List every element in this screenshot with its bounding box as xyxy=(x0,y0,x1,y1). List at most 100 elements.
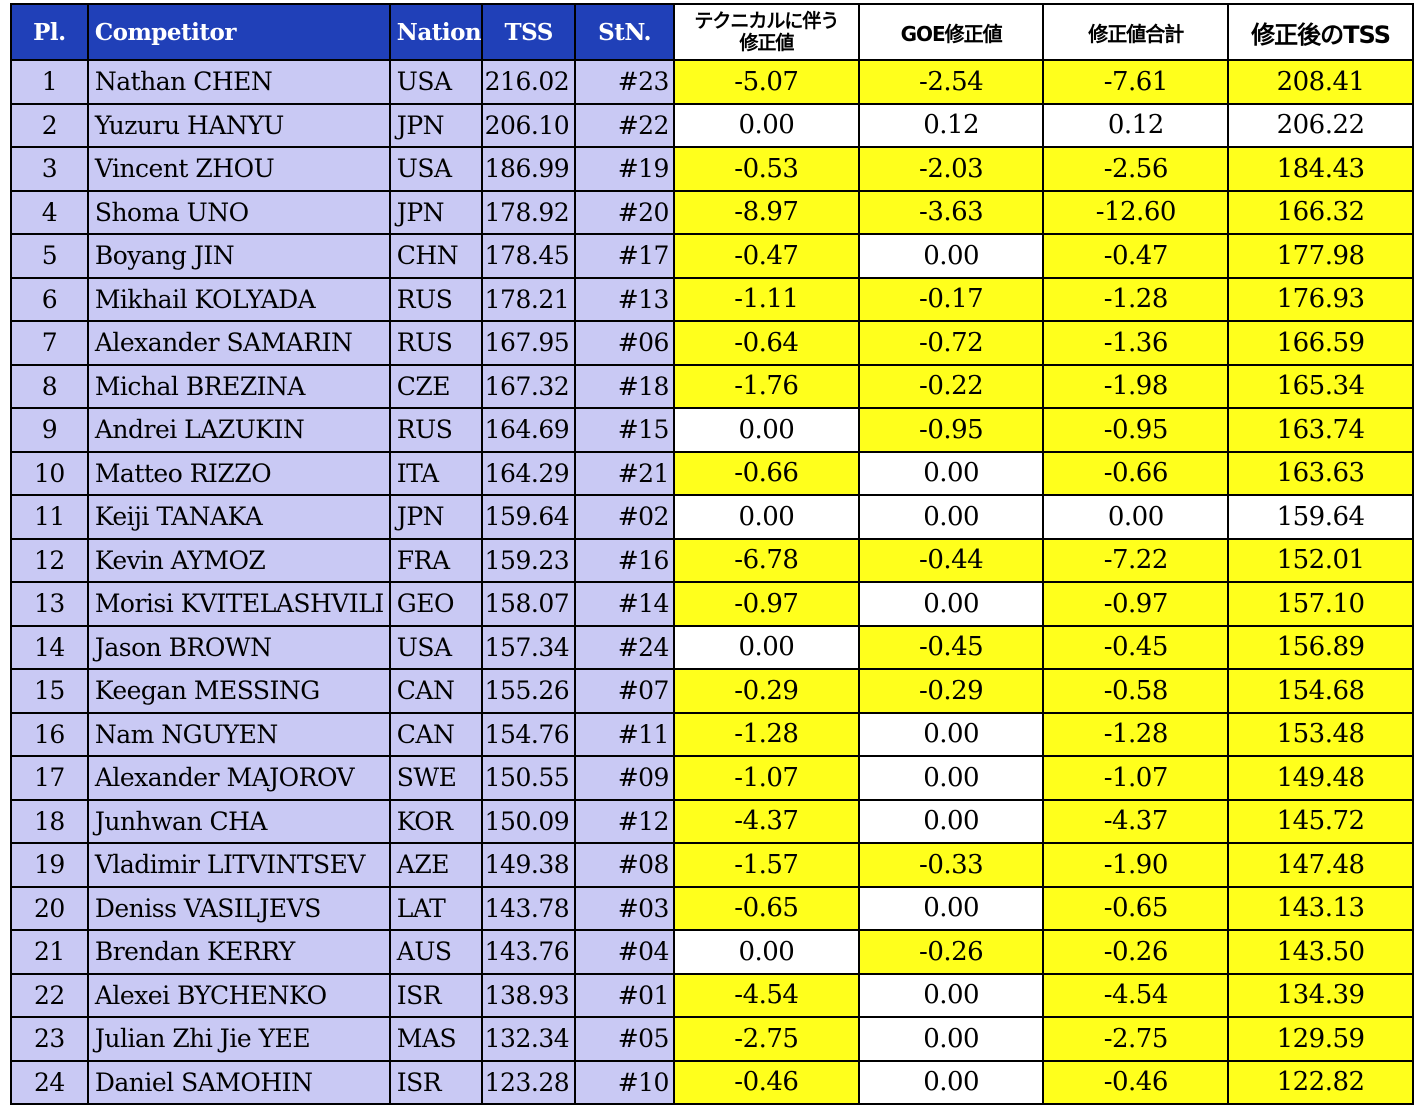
cell-nation: LAT xyxy=(388,885,484,931)
cell-tss: 143.76 xyxy=(481,929,577,975)
cell-goe-adjustment: 0.00 xyxy=(857,798,1045,844)
cell-placement: 6 xyxy=(10,276,89,322)
table-row: 15 Keegan MESSING CAN 155.26 #07 -0.29 -0.29 -0… xyxy=(10,668,1414,714)
cell-total-adjustment: 0.12 xyxy=(1042,102,1230,148)
cell-start-number: #15 xyxy=(574,407,675,453)
cell-nation: CAN xyxy=(388,711,484,757)
cell-technical-adjustment: -5.07 xyxy=(672,59,860,105)
cell-start-number: #19 xyxy=(574,146,675,192)
table-row: 19 Vladimir LITVINTSEV AZE 149.38 #08 -1.57 -0… xyxy=(10,842,1414,888)
cell-placement: 21 xyxy=(10,929,89,975)
cell-start-number: #17 xyxy=(574,233,675,279)
cell-start-number: #22 xyxy=(574,102,675,148)
cell-tss: 178.21 xyxy=(481,276,577,322)
header-technical-adjustment-line2: 修正値 xyxy=(739,32,794,54)
cell-tss: 167.32 xyxy=(481,363,577,409)
cell-tss: 149.38 xyxy=(481,842,577,888)
cell-tss: 123.28 xyxy=(481,1059,577,1105)
cell-start-number: #14 xyxy=(574,581,675,627)
cell-placement: 19 xyxy=(10,842,89,888)
cell-goe-adjustment: -0.17 xyxy=(857,276,1045,322)
cell-technical-adjustment: -1.07 xyxy=(672,755,860,801)
cell-tss: 159.23 xyxy=(481,537,577,583)
cell-adjusted-tss: 145.72 xyxy=(1227,798,1414,844)
cell-nation: ISR xyxy=(388,972,484,1018)
cell-adjusted-tss: 166.32 xyxy=(1227,189,1414,235)
cell-placement: 14 xyxy=(10,624,89,670)
cell-nation: ISR xyxy=(388,1059,484,1105)
cell-tss: 216.02 xyxy=(481,59,577,105)
cell-adjusted-tss: 152.01 xyxy=(1227,537,1414,583)
cell-nation: RUS xyxy=(388,276,484,322)
cell-competitor: Boyang JIN xyxy=(86,233,391,279)
cell-total-adjustment: -12.60 xyxy=(1042,189,1230,235)
cell-placement: 17 xyxy=(10,755,89,801)
cell-total-adjustment: -0.95 xyxy=(1042,407,1230,453)
header-nation: Nation xyxy=(388,3,484,61)
cell-tss: 164.69 xyxy=(481,407,577,453)
cell-tss: 164.29 xyxy=(481,450,577,496)
cell-technical-adjustment: -0.47 xyxy=(672,233,860,279)
cell-nation: SWE xyxy=(388,755,484,801)
table-row: 3 Vincent ZHOU USA 186.99 #19 -0.53 -2.03 -2.56… xyxy=(10,146,1414,192)
cell-placement: 16 xyxy=(10,711,89,757)
table-row: 10 Matteo RIZZO ITA 164.29 #21 -0.66 0.00 -0.66… xyxy=(10,450,1414,496)
cell-total-adjustment: -4.37 xyxy=(1042,798,1230,844)
cell-adjusted-tss: 129.59 xyxy=(1227,1016,1414,1062)
cell-adjusted-tss: 159.64 xyxy=(1227,494,1414,540)
cell-competitor: Andrei LAZUKIN xyxy=(86,407,391,453)
table-row: 13 Morisi KVITELASHVILI GEO 158.07 #14 -0.97 0… xyxy=(10,581,1414,627)
cell-goe-adjustment: -0.29 xyxy=(857,668,1045,714)
cell-start-number: #11 xyxy=(574,711,675,757)
table-row: 11 Keiji TANAKA JPN 159.64 #02 0.00 0.00 0.00 15… xyxy=(10,494,1414,540)
cell-technical-adjustment: 0.00 xyxy=(672,407,860,453)
cell-technical-adjustment: 0.00 xyxy=(672,494,860,540)
cell-placement: 7 xyxy=(10,320,89,366)
cell-competitor: Deniss VASILJEVS xyxy=(86,885,391,931)
cell-technical-adjustment: -0.53 xyxy=(672,146,860,192)
cell-competitor: Jason BROWN xyxy=(86,624,391,670)
cell-placement: 18 xyxy=(10,798,89,844)
cell-start-number: #08 xyxy=(574,842,675,888)
cell-start-number: #01 xyxy=(574,972,675,1018)
cell-nation: RUS xyxy=(388,407,484,453)
cell-total-adjustment: -0.46 xyxy=(1042,1059,1230,1105)
table-row: 7 Alexander SAMARIN RUS 167.95 #06 -0.64 -0.72… xyxy=(10,320,1414,366)
cell-competitor: Yuzuru HANYU xyxy=(86,102,391,148)
header-adjusted-tss: 修正後のTSS xyxy=(1227,3,1414,61)
cell-technical-adjustment: 0.00 xyxy=(672,929,860,975)
cell-technical-adjustment: -2.75 xyxy=(672,1016,860,1062)
header-row: Pl. Competitor Nation TSS StN. テクニカルに伴う … xyxy=(10,3,1414,61)
header-competitor: Competitor xyxy=(86,3,391,61)
cell-total-adjustment: -7.22 xyxy=(1042,537,1230,583)
cell-technical-adjustment: -6.78 xyxy=(672,537,860,583)
cell-competitor: Vincent ZHOU xyxy=(86,146,391,192)
cell-goe-adjustment: 0.00 xyxy=(857,1016,1045,1062)
cell-nation: CAN xyxy=(388,668,484,714)
cell-tss: 158.07 xyxy=(481,581,577,627)
table-row: 1 Nathan CHEN USA 216.02 #23 -5.07 -2.54 -7.61 2… xyxy=(10,59,1414,105)
cell-competitor: Brendan KERRY xyxy=(86,929,391,975)
cell-tss: 178.45 xyxy=(481,233,577,279)
header-goe-adjustment: GOE修正値 xyxy=(857,3,1045,61)
table-row: 24 Daniel SAMOHIN ISR 123.28 #10 -0.46 0.00 -0.… xyxy=(10,1059,1414,1105)
cell-nation: RUS xyxy=(388,320,484,366)
cell-goe-adjustment: -0.44 xyxy=(857,537,1045,583)
cell-adjusted-tss: 149.48 xyxy=(1227,755,1414,801)
cell-technical-adjustment: -0.64 xyxy=(672,320,860,366)
cell-nation: JPN xyxy=(388,189,484,235)
cell-start-number: #18 xyxy=(574,363,675,409)
cell-start-number: #13 xyxy=(574,276,675,322)
cell-tss: 186.99 xyxy=(481,146,577,192)
cell-technical-adjustment: 0.00 xyxy=(672,102,860,148)
cell-adjusted-tss: 206.22 xyxy=(1227,102,1414,148)
cell-goe-adjustment: -3.63 xyxy=(857,189,1045,235)
cell-start-number: #05 xyxy=(574,1016,675,1062)
cell-adjusted-tss: 177.98 xyxy=(1227,233,1414,279)
cell-total-adjustment: -1.90 xyxy=(1042,842,1230,888)
cell-competitor: Julian Zhi Jie YEE xyxy=(86,1016,391,1062)
header-start-number: StN. xyxy=(574,3,675,61)
cell-placement: 20 xyxy=(10,885,89,931)
cell-placement: 12 xyxy=(10,537,89,583)
cell-placement: 22 xyxy=(10,972,89,1018)
